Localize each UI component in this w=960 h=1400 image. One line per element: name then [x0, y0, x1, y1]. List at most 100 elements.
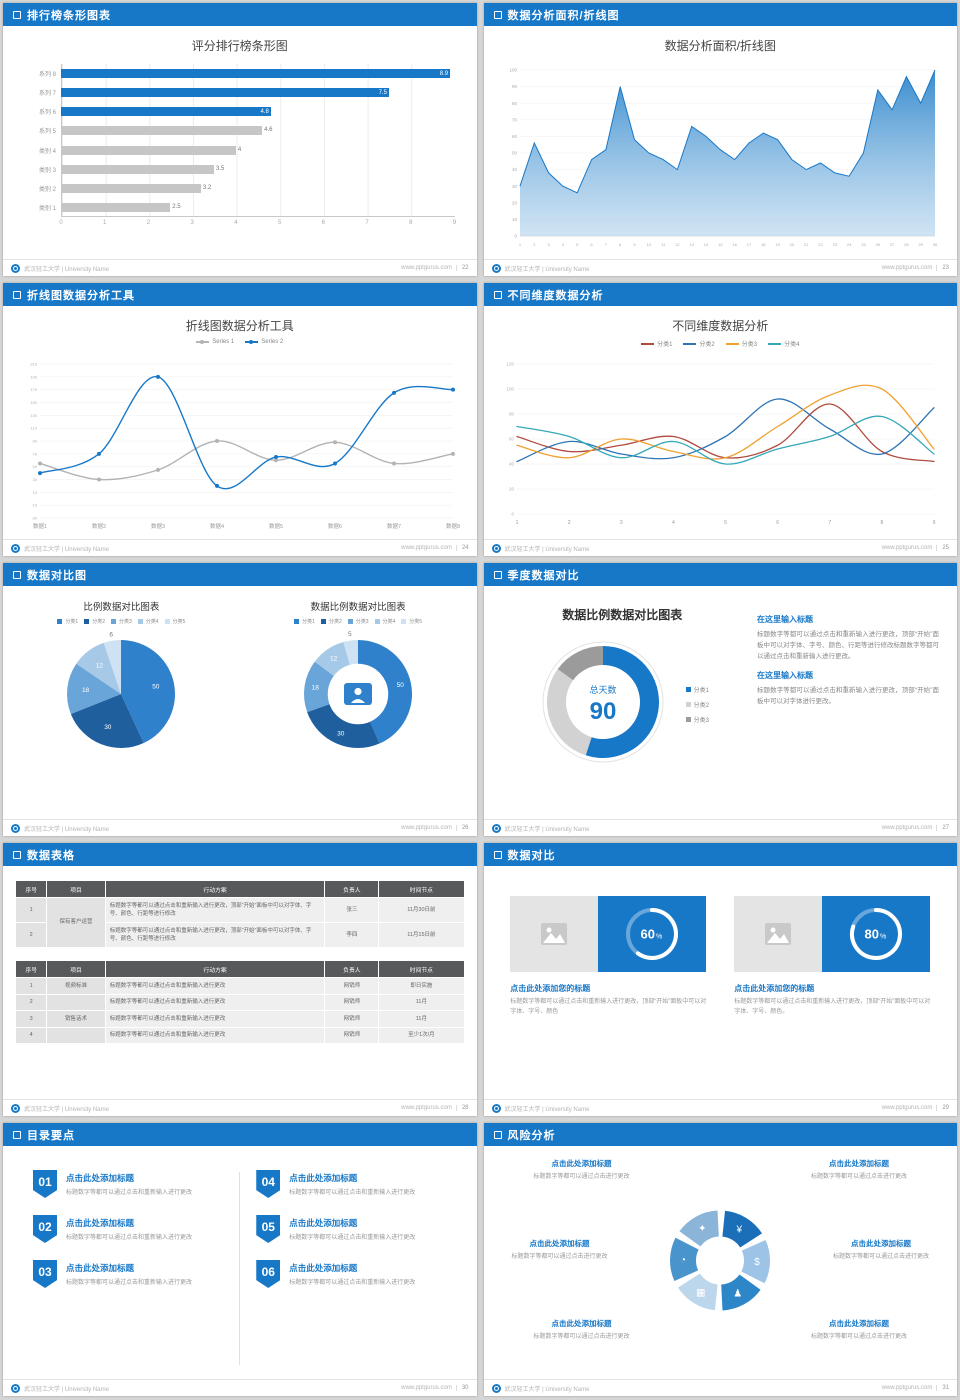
risk-desc: 标题数字等都可以通过点击进行更改 [832, 1254, 929, 1260]
svg-text:60: 60 [509, 437, 515, 442]
slide-header-title: 数据对比图 [27, 569, 87, 582]
svg-text:2: 2 [567, 520, 570, 526]
svg-text:130: 130 [31, 413, 38, 418]
legend-item: 分类3 [347, 618, 369, 625]
svg-text:40: 40 [512, 167, 518, 172]
svg-text:10: 10 [512, 217, 518, 222]
svg-text:17: 17 [746, 242, 751, 247]
page-number: 28 [455, 1105, 469, 1111]
svg-text:20: 20 [512, 200, 518, 205]
svg-text:100: 100 [506, 387, 514, 392]
svg-text:3: 3 [547, 242, 550, 247]
slide-header-title: 目录要点 [27, 1129, 75, 1142]
university-logo-icon [11, 1103, 20, 1113]
risk-title: 点击此处添加标题 [851, 1239, 911, 1248]
svg-text:1: 1 [515, 520, 518, 526]
svg-text:0: 0 [511, 512, 514, 517]
risk-title: 点击此处添加标题 [829, 1319, 889, 1328]
data-table: 序号 项目 行动方案 负责人 时间节点 1 视频标准 标题数字等都可以通过点击和重新输入进行更… [14, 960, 465, 1045]
svg-text:18: 18 [82, 687, 90, 694]
chart-title: 比例数据对比图表 [83, 602, 160, 613]
table-row: 2 标题数字等都可以通过点击和重新输入进行更改 网销师 11月 [14, 993, 465, 1012]
slide-header: 数据对比图 [3, 563, 477, 586]
svg-text:30: 30 [933, 242, 938, 247]
toc-desc: 标题数字等都可以通过点击和重新输入进行更改 [66, 1235, 193, 1241]
svg-text:30: 30 [337, 731, 345, 738]
chart-title: 数据比例数据对比图表 [562, 608, 683, 622]
table-header-cell: 负责人 [324, 960, 380, 979]
svg-text:80: 80 [865, 927, 879, 942]
slide-toc[interactable]: 目录要点 01 点击此处添加标题 标题数字等都可以通过点击和重新输入进行更改 0… [3, 1123, 477, 1396]
block-body: 标题数字等都可以通过点击和重新输入进行更改，顶部“开始”面板中可以对字体进行更改… [756, 687, 939, 706]
slide-footer: 武汉轻工大学 | University Name www.pptgurus.co… [3, 819, 477, 836]
bar-row: 系列 5 4.6 [38, 126, 273, 136]
slide-header-title: 风险分析 [507, 1129, 556, 1142]
risk-desc: 标题数字等都可以通过点击进行更改 [533, 1334, 630, 1340]
slide-area-chart[interactable]: 数据分析面积/折线图 数据分析面积/折线图 0 10 20 30 40 50 60 70 80 9… [483, 3, 957, 276]
svg-text:%: % [880, 934, 886, 941]
svg-text:29: 29 [918, 242, 923, 247]
progress-ring: 60% [598, 896, 707, 972]
pie-chart: 50 30 18 12 6 [41, 627, 201, 762]
slide-header: 折线图数据分析工具 [3, 283, 477, 306]
slide-line-chart[interactable]: 折线图数据分析工具 折线图数据分析工具 Series 1 Series 2 -30… [3, 283, 477, 556]
svg-text:数据8: 数据8 [446, 522, 460, 530]
footer-url: www.pptgurus.com [401, 1385, 452, 1391]
line-chart: -30 -10 10 30 50 70 90 110 130 150 170 190 210 数据1 数据2… [15, 358, 465, 537]
risk-desc: 标题数字等都可以通过点击进行更改 [810, 1174, 907, 1180]
risk-title: 点击此处添加标题 [829, 1159, 889, 1168]
bar-row: 系列 8 8.9 [38, 69, 451, 79]
svg-text:50: 50 [512, 151, 518, 156]
svg-text:90: 90 [589, 698, 616, 725]
risk-title: 点击此处添加标题 [529, 1239, 590, 1248]
svg-text:5: 5 [348, 631, 352, 638]
svg-text:60: 60 [512, 134, 518, 139]
svg-text:7: 7 [604, 242, 607, 247]
slide-header-title: 季度数据对比 [507, 569, 580, 582]
pinwheel-diagram: ¥ $ ♟ ▦ ◔ ✦ [652, 1192, 788, 1333]
slide-data-tables[interactable]: 数据表格 序号 项目 行动方案 负责人 时间节点 1 保有客户运营 标题数字等都可以通过点击和… [3, 843, 477, 1116]
svg-text:12: 12 [330, 655, 338, 662]
slide-risk-analysis[interactable]: 风险分析 ¥ $ ♟ ▦ ◔ ✦ 点击此处添加标题 标题数字等都可以通过点击进行更改 点击… [483, 1123, 957, 1396]
block-heading: 在这里输入标题 [756, 615, 813, 624]
block-heading: 在这里输入标题 [756, 671, 813, 681]
legend-item: 分类1 [294, 618, 315, 625]
slide-header: 目录要点 [3, 1123, 477, 1146]
table-row: 1 保有客户运营 标题数字等都可以通过点击和重新输入进行更改，顶部“开始”面板中可以… [14, 896, 465, 949]
slide-multiline-chart[interactable]: 不同维度数据分析 不同维度数据分析 分类1 分类2 分类3 分类4 0 20 40 60 80… [483, 283, 957, 556]
footer-org: 武汉轻工大学 | University Name [24, 266, 109, 273]
svg-text:120: 120 [506, 362, 514, 367]
slide-quarter-donut[interactable]: 季度数据对比 数据比例数据对比图表 总天数 90 分类1 分类2 分类3 在这里输入标… [483, 563, 957, 836]
footer-org: 武汉轻工大学 | University Name [504, 1106, 590, 1113]
header-square-icon [13, 570, 21, 579]
image-placeholder [734, 896, 823, 972]
svg-text:数据2: 数据2 [92, 522, 106, 530]
svg-text:16: 16 [732, 242, 737, 247]
slide-header-title: 数据分析面积/折线图 [507, 9, 620, 22]
risk-point: 点击此处添加标题 标题数字等都可以通过点击进行更改 [785, 1158, 933, 1180]
footer-url: www.pptgurus.com [401, 1105, 452, 1111]
header-square-icon [13, 290, 21, 299]
svg-text:3: 3 [620, 520, 623, 526]
footer-org: 武汉轻工大学 | University Name [24, 546, 109, 553]
risk-desc: 标题数字等都可以通过点击进行更改 [810, 1334, 907, 1340]
svg-text:18: 18 [312, 685, 320, 692]
slide-header: 不同维度数据分析 [483, 283, 957, 306]
university-logo-icon [491, 1103, 501, 1113]
svg-text:8: 8 [619, 242, 622, 247]
slide-bar-ranking[interactable]: 排行榜条形图表 评分排行榜条形图 系列 8 8.9 系列 7 7.5 系列 6 4.8 系列… [3, 3, 477, 276]
legend-item: 分类4 [137, 618, 159, 625]
footer-org: 武汉轻工大学 | University Name [504, 266, 590, 273]
slide-header: 风险分析 [483, 1123, 957, 1146]
page-number: 31 [936, 1385, 949, 1391]
slide-header-title: 数据对比 [507, 849, 556, 862]
legend-item: 分类3 [725, 339, 757, 348]
svg-text:70: 70 [512, 117, 518, 122]
slide-header-title: 不同维度数据分析 [507, 289, 604, 302]
page-number: 25 [936, 545, 949, 551]
slide-pie-comparison[interactable]: 数据对比图 比例数据对比图表 分类1 分类2 分类3 分类4 分类5 50 30 18 12 6… [3, 563, 477, 836]
slide-footer: 武汉轻工大学 | University Name www.pptgurus.co… [483, 1379, 957, 1396]
slide-progress-comparison[interactable]: 数据对比 60% 点击此处添加您的标题 [483, 843, 957, 1116]
card-title: 点击此处添加您的标题 [734, 984, 815, 993]
legend: 分类1 分类2 分类3 分类4 分类5 [294, 618, 422, 625]
